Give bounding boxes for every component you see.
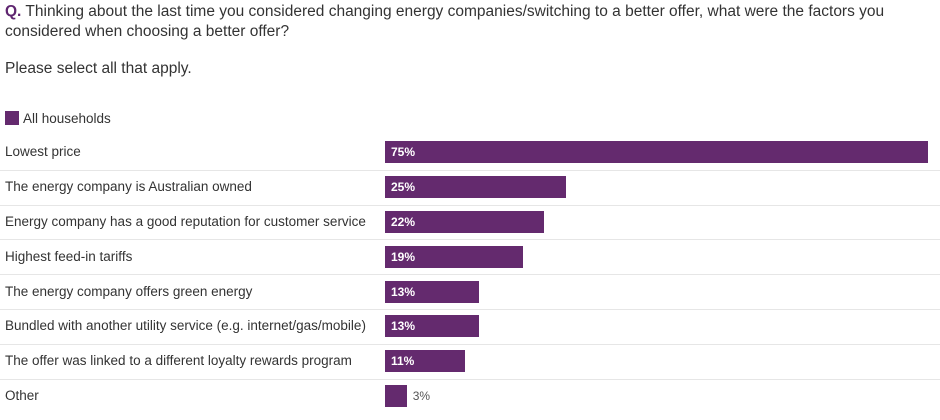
row-divider bbox=[0, 378, 940, 380]
legend-label: All households bbox=[23, 110, 111, 126]
value-label: 13% bbox=[391, 284, 416, 299]
row-divider bbox=[0, 274, 940, 276]
value-label: 13% bbox=[391, 319, 416, 334]
category-label: Other bbox=[5, 388, 39, 403]
category-label: The offer was linked to a different loya… bbox=[5, 353, 352, 369]
value-label: 3% bbox=[412, 389, 431, 403]
category-label: Energy company has a good reputation for… bbox=[5, 214, 366, 229]
row-divider bbox=[0, 343, 940, 345]
legend-swatch bbox=[5, 111, 19, 125]
category-label: Bundled with another utility service (e.… bbox=[5, 318, 366, 334]
bar bbox=[385, 315, 480, 338]
bar bbox=[385, 176, 566, 199]
bar bbox=[385, 245, 523, 268]
row-divider bbox=[0, 169, 940, 171]
instruction-text: Please select all that apply. bbox=[5, 60, 192, 77]
value-label: 19% bbox=[391, 249, 416, 264]
question-prefix: Q. bbox=[5, 3, 22, 20]
question-body: Thinking about the last time you conside… bbox=[5, 3, 885, 40]
value-label: 75% bbox=[391, 145, 416, 160]
category-label: The energy company is Australian owned bbox=[5, 179, 252, 195]
bar bbox=[385, 385, 407, 407]
row-divider bbox=[0, 239, 940, 241]
question-text: Q. Thinking about the last time you cons… bbox=[5, 2, 930, 42]
bar bbox=[385, 211, 545, 233]
category-label: Highest feed-in tariffs bbox=[5, 248, 133, 264]
bar bbox=[385, 280, 480, 303]
row-divider bbox=[0, 309, 940, 310]
value-label: 11% bbox=[391, 354, 415, 369]
bar bbox=[385, 350, 465, 373]
category-label: Lowest price bbox=[5, 144, 81, 160]
value-label: 25% bbox=[391, 180, 416, 195]
value-label: 22% bbox=[391, 215, 416, 229]
chart-legend: All households bbox=[5, 109, 111, 127]
bar bbox=[385, 141, 928, 164]
bar-chart: Lowest price 75% The energy company is Aus… bbox=[0, 135, 940, 415]
category-label: The energy company offers green energy bbox=[5, 283, 253, 299]
row-divider bbox=[0, 204, 940, 206]
